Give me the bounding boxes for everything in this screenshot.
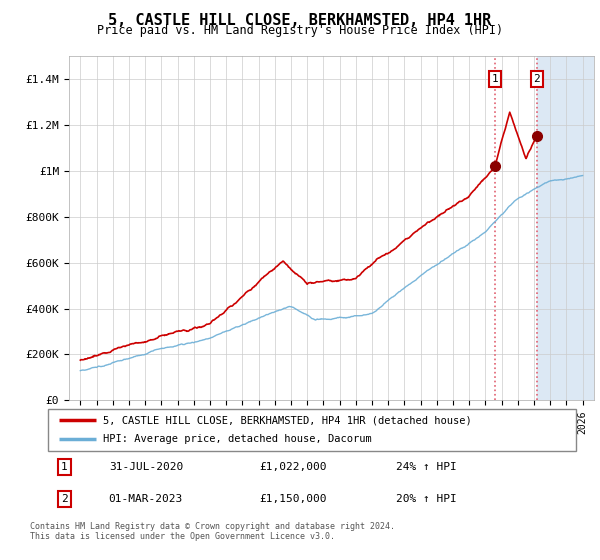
Text: Contains HM Land Registry data © Crown copyright and database right 2024.
This d: Contains HM Land Registry data © Crown c… (30, 522, 395, 542)
Text: £1,022,000: £1,022,000 (259, 462, 327, 472)
Text: 5, CASTLE HILL CLOSE, BERKHAMSTED, HP4 1HR: 5, CASTLE HILL CLOSE, BERKHAMSTED, HP4 1… (109, 13, 491, 28)
Text: Price paid vs. HM Land Registry's House Price Index (HPI): Price paid vs. HM Land Registry's House … (97, 24, 503, 37)
Text: HPI: Average price, detached house, Dacorum: HPI: Average price, detached house, Daco… (103, 435, 372, 445)
Text: 1: 1 (491, 74, 498, 84)
Text: 1: 1 (61, 462, 68, 472)
Text: 20% ↑ HPI: 20% ↑ HPI (397, 494, 457, 504)
Bar (537, 56, 594, 400)
Text: 01-MAR-2023: 01-MAR-2023 (109, 494, 183, 504)
Text: 5, CASTLE HILL CLOSE, BERKHAMSTED, HP4 1HR (detached house): 5, CASTLE HILL CLOSE, BERKHAMSTED, HP4 1… (103, 415, 472, 425)
Bar (537, 56, 594, 400)
Text: 24% ↑ HPI: 24% ↑ HPI (397, 462, 457, 472)
Text: 2: 2 (533, 74, 540, 84)
Text: 31-JUL-2020: 31-JUL-2020 (109, 462, 183, 472)
Text: £1,150,000: £1,150,000 (259, 494, 327, 504)
FancyBboxPatch shape (48, 409, 576, 451)
Text: 2: 2 (61, 494, 68, 504)
